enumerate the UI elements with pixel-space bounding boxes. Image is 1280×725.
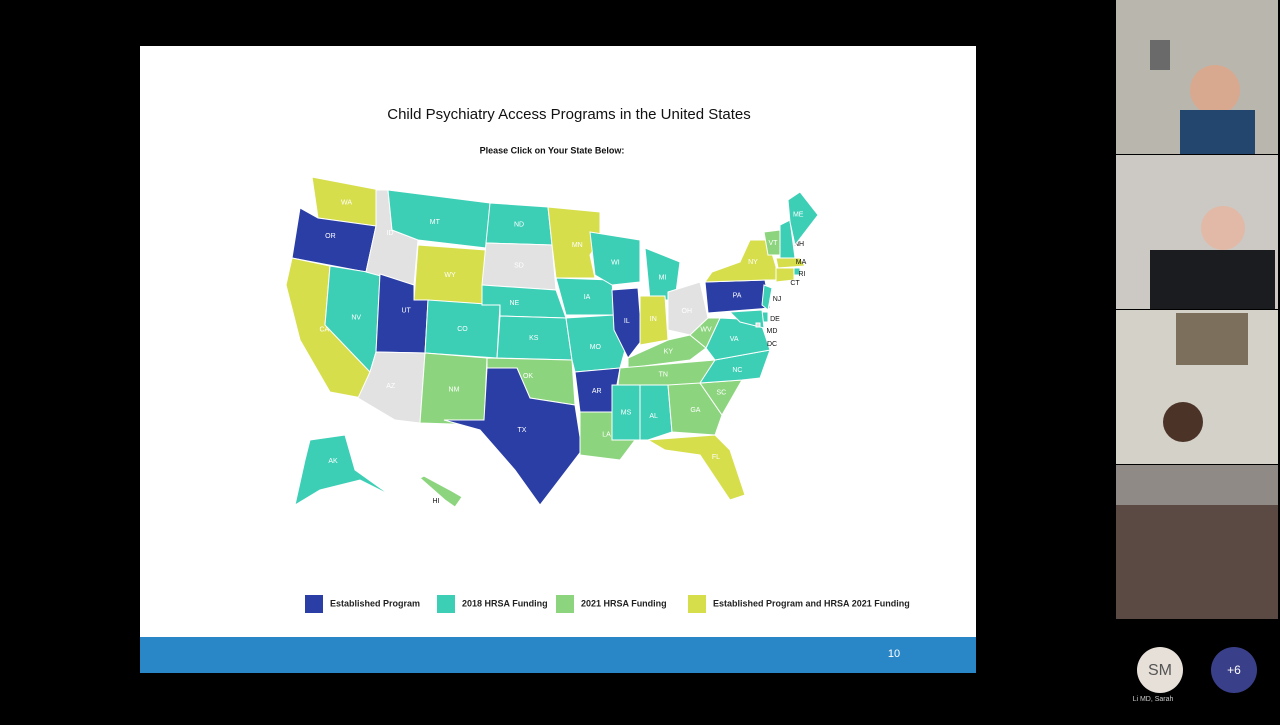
state-label: AL <box>649 413 658 420</box>
legend-swatch <box>556 595 574 613</box>
state-label: TX <box>518 427 527 434</box>
avatar-initials: SM <box>1148 662 1172 679</box>
state <box>761 284 773 311</box>
state-label: NY <box>748 259 758 266</box>
state-label: AZ <box>386 383 396 390</box>
video-person <box>1201 206 1245 250</box>
state-label: VT <box>769 240 779 247</box>
avatar[interactable] <box>1137 647 1183 693</box>
more-participants[interactable] <box>1211 647 1257 693</box>
state-label: NH <box>794 241 804 248</box>
state <box>419 475 463 508</box>
slide-footer <box>140 637 976 673</box>
state-label: SC <box>716 390 726 397</box>
state <box>646 434 746 501</box>
state-label: IL <box>624 318 630 325</box>
state <box>704 239 781 283</box>
state <box>775 257 806 269</box>
state-label: OR <box>325 233 336 240</box>
state-label: CT <box>790 280 800 287</box>
state <box>547 206 601 279</box>
state-label: CO <box>457 326 468 333</box>
state-label: MO <box>590 344 602 351</box>
state <box>639 384 673 441</box>
state-label: SD <box>514 263 524 270</box>
state-label: NV <box>351 315 361 322</box>
state-label: IA <box>584 294 591 301</box>
state-label: KY <box>664 348 674 355</box>
legend-label: Established Program <box>330 598 420 608</box>
state-label: MN <box>572 242 583 249</box>
state-label: NJ <box>773 296 782 303</box>
state-label: MS <box>621 409 632 416</box>
slide-subtitle: Please Click on Your State Below: <box>480 145 625 155</box>
state-label: UT <box>401 308 411 315</box>
page-number: 10 <box>888 648 900 660</box>
legend-label: 2021 HRSA Funding <box>581 598 667 608</box>
video-person <box>1150 250 1275 309</box>
legend-label: 2018 HRSA Funding <box>462 598 548 608</box>
slide-title: Child Psychiatry Access Programs in the … <box>387 106 751 123</box>
legend-swatch <box>688 595 706 613</box>
state-label: VA <box>730 336 739 343</box>
state-label: TN <box>659 371 668 378</box>
state-label: WY <box>444 272 456 279</box>
state-label: NC <box>732 367 742 374</box>
state <box>611 287 643 359</box>
state-label: OH <box>682 308 693 315</box>
state <box>589 231 641 286</box>
video-person <box>1163 402 1203 442</box>
video-person <box>1180 110 1255 154</box>
state-label: NE <box>509 300 519 307</box>
state-label: ID <box>387 230 394 237</box>
state-label: AK <box>328 458 338 465</box>
state <box>775 267 795 283</box>
state <box>699 349 771 384</box>
state <box>443 367 583 506</box>
state-label: MA <box>796 259 807 266</box>
legend: Established Program 2018 HRSA Funding 2021… <box>305 595 910 613</box>
state-label: WV <box>700 327 712 334</box>
state-label: FL <box>712 454 720 461</box>
state <box>755 322 761 328</box>
state-label: DE <box>770 316 780 323</box>
state-label: OK <box>523 373 533 380</box>
state-label: CA <box>320 326 330 333</box>
state-label: DC <box>767 341 777 348</box>
state <box>689 317 721 349</box>
state-label: LA <box>602 432 611 439</box>
participant-name: Li MD, Sarah <box>1133 696 1174 703</box>
legend-label: Established Program and HRSA 2021 Fundin… <box>713 598 910 608</box>
state-label: MI <box>659 274 667 281</box>
state-label: NM <box>449 387 460 394</box>
state-label: AR <box>592 388 602 395</box>
state-label: WA <box>341 200 352 207</box>
legend-swatch <box>437 595 455 613</box>
state-label: WI <box>611 260 620 267</box>
video-person <box>1190 65 1240 115</box>
state-label: ME <box>793 212 804 219</box>
state-label: PA <box>733 293 742 300</box>
legend-swatch <box>305 595 323 613</box>
state-label: IN <box>650 316 657 323</box>
more-count: +6 <box>1227 663 1241 677</box>
state <box>787 191 819 247</box>
us-map: WA OR CA NV ID MT WY UT AZ CO NM ND SD NE KS OK TX MN IA MO… <box>285 176 819 508</box>
state-label: GA <box>690 407 700 414</box>
video-detail <box>1150 40 1170 70</box>
video-detail <box>1176 313 1248 365</box>
state-label: ND <box>514 221 524 228</box>
state <box>294 434 391 507</box>
state-label: HI <box>433 498 440 505</box>
state-label: RI <box>799 271 806 278</box>
state-label: KS <box>529 335 539 342</box>
video-detail <box>1116 465 1278 505</box>
state <box>387 189 491 249</box>
state-label: MT <box>430 219 441 226</box>
state-label: MD <box>767 328 778 335</box>
